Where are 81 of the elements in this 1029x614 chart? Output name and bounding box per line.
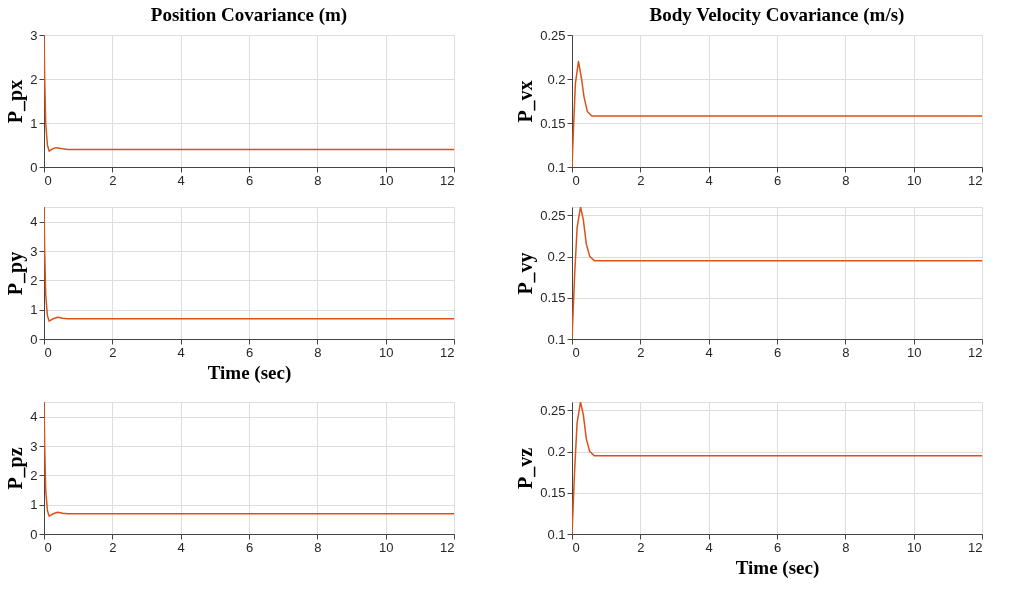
x-tick-label: 4 bbox=[705, 539, 713, 555]
x-tick-label: 6 bbox=[245, 344, 254, 360]
y-axis-title: P_vy bbox=[514, 252, 538, 295]
x-tick-label: 0 bbox=[44, 344, 52, 360]
x-tick-label: 2 bbox=[637, 344, 645, 360]
x-tick-label: 8 bbox=[842, 172, 850, 188]
x-tick-label: 2 bbox=[637, 539, 645, 555]
y-tick-label: 4 bbox=[30, 214, 38, 230]
y-tick-label: 2 bbox=[30, 71, 38, 87]
x-tick-label: 10 bbox=[906, 172, 922, 188]
x-tick-label: 12 bbox=[440, 172, 455, 188]
x-tick-label: 12 bbox=[440, 539, 455, 555]
x-tick-label: 10 bbox=[378, 539, 394, 555]
x-tick-label: 0 bbox=[44, 539, 52, 555]
x-tick-label: 0 bbox=[572, 539, 580, 555]
x-tick-label: 6 bbox=[773, 344, 782, 360]
y-axis-title: P_pz bbox=[4, 447, 28, 490]
y-axis-title: P_px bbox=[4, 79, 28, 124]
y-tick-label: 0.2 bbox=[547, 444, 566, 459]
x-tick-label: 10 bbox=[906, 539, 922, 555]
x-tick-label: 4 bbox=[705, 344, 713, 360]
line-series bbox=[44, 35, 454, 152]
y-tick-label: 2 bbox=[30, 467, 38, 483]
y-tick-label: 0.1 bbox=[547, 526, 566, 542]
y-axis-title: P_py bbox=[4, 251, 28, 296]
x-tick-label: 8 bbox=[842, 539, 850, 555]
x-tick-label: 12 bbox=[968, 539, 983, 555]
y-axis-title: P_vx bbox=[514, 80, 537, 123]
y-tick-label: 0.15 bbox=[540, 290, 566, 306]
x-tick-label: 10 bbox=[378, 344, 394, 360]
x-tick-label: 0 bbox=[44, 172, 52, 188]
y-tick-label: 0 bbox=[30, 331, 38, 347]
line-series bbox=[44, 207, 454, 322]
x-tick-label: 8 bbox=[842, 344, 850, 360]
y-tick-label: 3 bbox=[30, 27, 38, 43]
y-tick-label: 3 bbox=[30, 243, 38, 259]
y-tick-label: 0.2 bbox=[547, 249, 566, 264]
x-tick-label: 4 bbox=[177, 344, 185, 360]
y-tick-label: 4 bbox=[30, 409, 38, 425]
x-tick-label: 6 bbox=[773, 172, 782, 188]
x-tick-label: 8 bbox=[314, 539, 322, 555]
x-axis-title: Time (sec) bbox=[735, 556, 820, 579]
y-tick-label: 0.15 bbox=[540, 485, 566, 501]
y-tick-label: 0 bbox=[30, 526, 38, 542]
x-tick-label: 6 bbox=[245, 539, 254, 555]
x-tick-label: 0 bbox=[572, 172, 580, 188]
x-tick-label: 6 bbox=[773, 539, 782, 555]
x-tick-label: 4 bbox=[177, 539, 185, 555]
y-tick-label: 0.2 bbox=[547, 71, 566, 87]
y-tick-label: 0.25 bbox=[540, 27, 566, 43]
chart-title: Position Covariance (m) bbox=[150, 4, 348, 26]
y-axis-title: P_vz bbox=[514, 447, 537, 490]
y-tick-label: 1 bbox=[30, 497, 38, 513]
x-tick-label: 12 bbox=[968, 344, 983, 360]
x-tick-label: 10 bbox=[906, 344, 922, 360]
x-tick-label: 2 bbox=[637, 172, 645, 188]
y-tick-label: 0.25 bbox=[540, 207, 566, 223]
x-tick-label: 12 bbox=[968, 172, 983, 188]
y-tick-label: 2 bbox=[30, 272, 38, 288]
x-tick-label: 10 bbox=[378, 172, 394, 188]
x-tick-label: 8 bbox=[314, 344, 322, 360]
x-tick-label: 4 bbox=[705, 172, 713, 188]
line-series bbox=[44, 402, 454, 517]
y-tick-label: 0.15 bbox=[540, 115, 566, 131]
y-tick-label: 0.1 bbox=[547, 159, 566, 175]
y-tick-label: 1 bbox=[30, 302, 38, 318]
y-tick-label: 0.25 bbox=[540, 402, 566, 418]
x-tick-label: 0 bbox=[572, 344, 580, 360]
y-tick-label: 1 bbox=[30, 115, 38, 131]
x-tick-label: 6 bbox=[245, 172, 254, 188]
x-tick-label: 12 bbox=[440, 344, 455, 360]
y-tick-label: 3 bbox=[30, 438, 38, 454]
y-tick-label: 0.1 bbox=[547, 331, 566, 347]
x-tick-label: 2 bbox=[109, 344, 117, 360]
x-tick-label: 8 bbox=[314, 172, 322, 188]
x-tick-label: 2 bbox=[109, 172, 117, 188]
chart-title: Body Velocity Covariance (m/s) bbox=[649, 4, 905, 26]
x-axis-title: Time (sec) bbox=[207, 361, 292, 384]
x-tick-label: 4 bbox=[177, 172, 185, 188]
y-tick-label: 0 bbox=[30, 159, 38, 175]
x-tick-label: 2 bbox=[109, 539, 117, 555]
